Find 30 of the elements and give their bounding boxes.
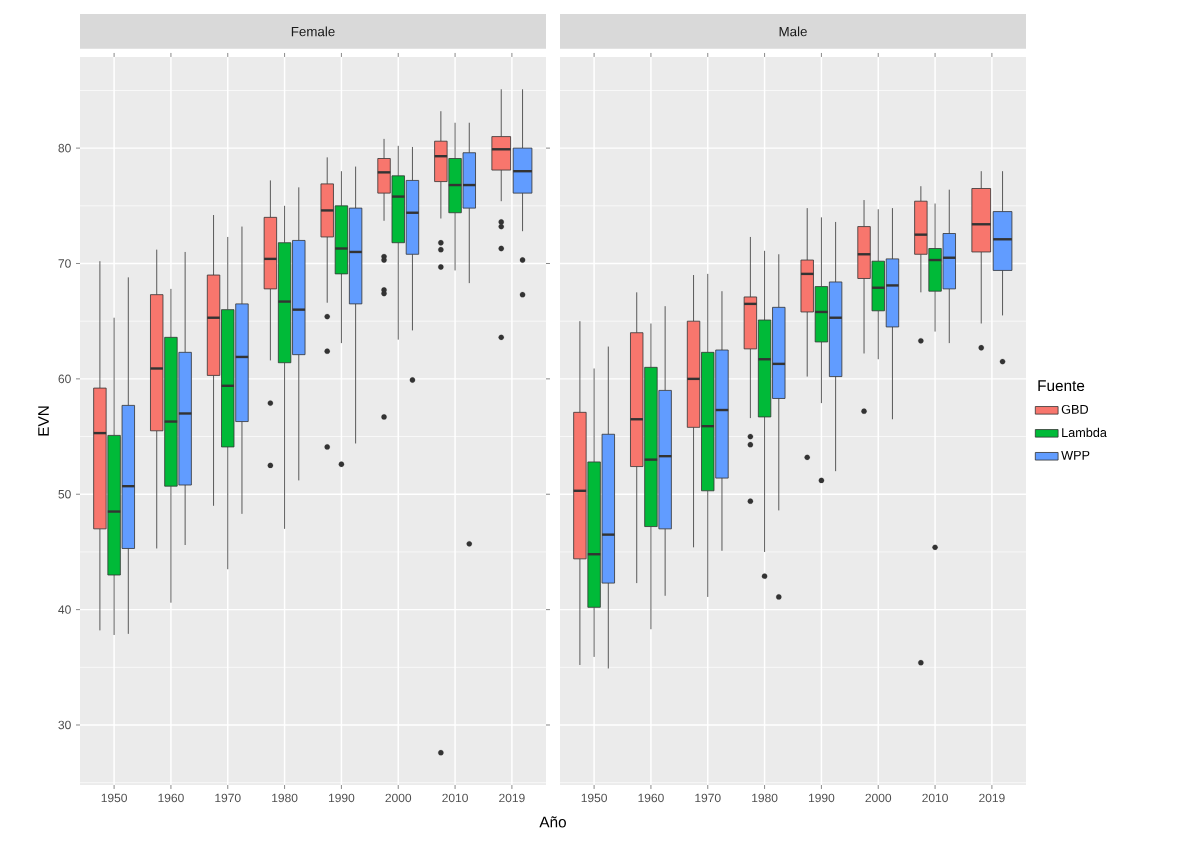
x-axis-title: Año	[539, 816, 566, 828]
x-tick-label: 1960	[638, 793, 664, 803]
x-tick-label: 1960	[158, 793, 184, 803]
y-tick-label: 60	[58, 374, 71, 384]
x-tick-label: 1950	[101, 793, 127, 803]
legend-label: Lambda	[1062, 427, 1107, 438]
y-tick-label: 80	[58, 143, 71, 153]
legend-label: WPP	[1061, 450, 1090, 460]
x-tick-label: 1970	[215, 793, 241, 803]
x-tick-label: 1950	[581, 793, 607, 803]
legend-label: GBD	[1061, 404, 1088, 414]
y-tick-label: 30	[58, 720, 71, 730]
y-tick-label: 70	[58, 259, 71, 268]
y-tick-label: 40	[58, 605, 71, 614]
x-tick-label: 2000	[865, 793, 892, 803]
x-tick-label: 1990	[328, 793, 355, 803]
chart-title: Male	[779, 26, 807, 37]
legend-title: Fuente	[1038, 380, 1085, 392]
x-tick-label: 2019	[979, 793, 1005, 803]
x-tick-label: 2010	[922, 793, 948, 803]
chart-title: Female	[291, 26, 335, 37]
x-tick-label: 1980	[272, 793, 298, 803]
y-axis-title: EVN	[38, 406, 49, 436]
x-tick-label: 2000	[385, 793, 412, 803]
x-tick-label: 2019	[499, 793, 525, 803]
x-tick-label: 2010	[442, 793, 468, 803]
x-tick-label: 1970	[695, 793, 721, 803]
x-tick-label: 1980	[752, 793, 778, 803]
y-tick-label: 50	[58, 489, 71, 499]
x-tick-label: 1990	[808, 793, 835, 803]
